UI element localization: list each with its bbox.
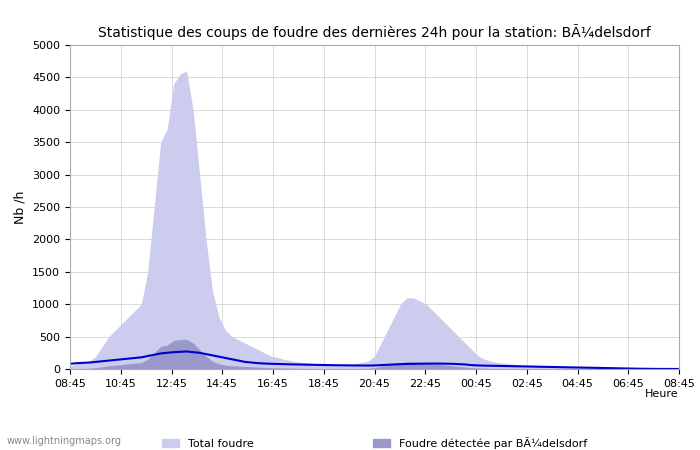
Text: Heure: Heure (645, 389, 679, 399)
Text: www.lightningmaps.org: www.lightningmaps.org (7, 436, 122, 446)
Title: Statistique des coups de foudre des dernières 24h pour la station: BÃ¼delsdorf: Statistique des coups de foudre des dern… (98, 24, 651, 40)
Y-axis label: Nb /h: Nb /h (13, 190, 27, 224)
Legend: Total foudre, Moyenne de toutes les stations, Foudre détectée par BÃ¼delsdorf: Total foudre, Moyenne de toutes les stat… (158, 433, 592, 450)
